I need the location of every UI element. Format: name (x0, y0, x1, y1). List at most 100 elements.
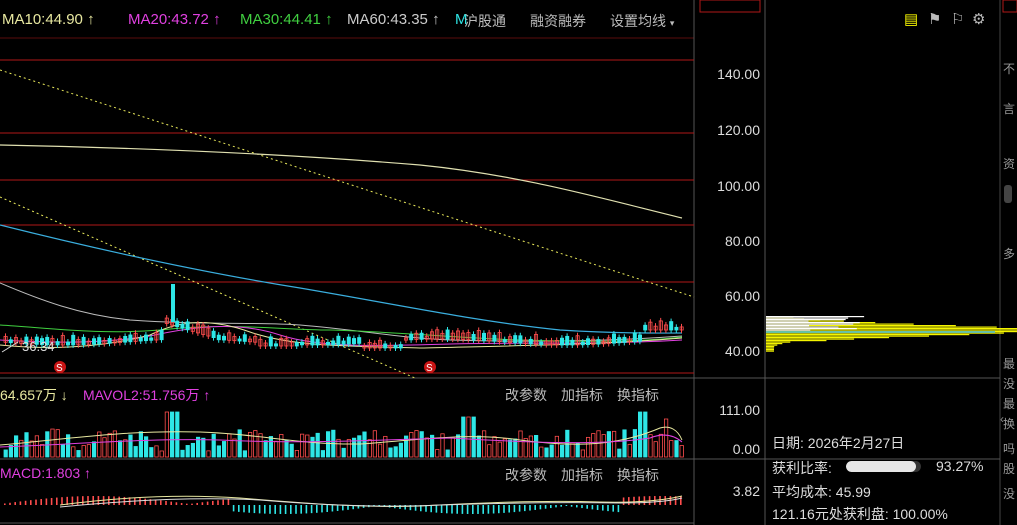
macd-bar (524, 505, 526, 511)
price-axis-label: 60.00 (700, 288, 760, 304)
volume-bar (358, 436, 361, 457)
collapse-arrow-icon[interactable]: ‹ (1000, 412, 1010, 432)
volume-bar (347, 440, 350, 457)
candle (586, 336, 589, 348)
volume-bar (300, 434, 303, 457)
chip-bar (766, 343, 782, 344)
macd-bar (602, 505, 604, 511)
candle (389, 342, 392, 351)
price-axis-label: 140.00 (700, 66, 760, 82)
volume-bar (191, 443, 194, 457)
volume-bar (482, 431, 485, 457)
price-axis-label: 120.00 (700, 122, 760, 138)
volume-bar (280, 434, 283, 457)
macd-bar (337, 505, 339, 511)
svg-text:S: S (426, 363, 433, 374)
right-strip-text: 资 (1003, 155, 1017, 172)
add-indicator-button[interactable]: 加指标 (561, 465, 603, 485)
volume-bar (363, 432, 366, 457)
candle (472, 331, 475, 343)
macd-bar (519, 505, 521, 512)
volume-bar (670, 441, 673, 457)
candle (165, 315, 168, 327)
volume-bar (664, 419, 667, 457)
chip-distribution (766, 316, 1017, 352)
ma-long-curve-white (0, 145, 682, 218)
macd-bar (165, 501, 167, 505)
macd-bar (462, 505, 464, 514)
add-indicator-button[interactable]: 加指标 (561, 385, 603, 405)
candle (612, 331, 615, 346)
macd-bar (451, 505, 453, 514)
right-strip-text: 没 (1003, 375, 1017, 392)
volume-bar (342, 448, 345, 457)
volume-bar (51, 429, 54, 457)
macd-bar (456, 505, 458, 514)
scrollbar-thumb[interactable] (1004, 185, 1012, 203)
chip-bar (766, 346, 774, 347)
volume-bar (326, 432, 329, 457)
candle (410, 331, 413, 343)
edit-params-button[interactable]: 改参数 (505, 465, 547, 485)
volume-bar (612, 431, 615, 457)
candle (248, 336, 251, 345)
candle (519, 333, 522, 346)
volume-bar (436, 449, 439, 457)
candle (332, 338, 335, 348)
macd-bar (514, 505, 516, 512)
macd-bar (529, 505, 531, 511)
right-strip-text: 言 (1003, 100, 1017, 117)
macd-bar (25, 501, 27, 505)
mavol2-label: MAVOL2:51.756万 ↑ (83, 385, 210, 405)
volume-bar (150, 448, 153, 457)
macd-bar (306, 505, 308, 513)
switch-indicator-button[interactable]: 换指标 (617, 465, 659, 485)
chip-bar (766, 351, 774, 352)
volume-bar (451, 438, 454, 457)
macd-bar (254, 505, 256, 513)
volume-bar (61, 445, 64, 457)
candle (311, 333, 314, 348)
volume-bar (295, 450, 298, 457)
macd-bar (576, 505, 578, 507)
macd-bar (446, 505, 448, 513)
candle (191, 324, 194, 334)
candle (394, 342, 397, 351)
macd-bar (488, 505, 490, 514)
volume-bar (238, 430, 241, 457)
volume-bar (410, 432, 413, 457)
macd-bar (222, 500, 224, 505)
volume-bar (659, 434, 662, 457)
macd-dif-line (60, 496, 682, 506)
macd-bar (77, 496, 79, 505)
candle (274, 341, 277, 349)
candle (326, 339, 329, 348)
volume-bar (368, 440, 371, 457)
macd-dea-line (60, 498, 682, 507)
price-axis-label: 80.00 (700, 233, 760, 249)
volume-bar (207, 451, 210, 457)
macd-bar (290, 505, 292, 514)
candle (399, 342, 402, 351)
macd-bar (118, 497, 120, 505)
candle (108, 335, 111, 346)
volume-bar (254, 431, 257, 457)
macd-bar (9, 503, 11, 505)
chip-bar (766, 339, 854, 340)
macd-bar (638, 497, 640, 505)
candle (222, 333, 225, 343)
right-strip-text: 多 (1003, 245, 1017, 262)
edit-params-button[interactable]: 改参数 (505, 385, 547, 405)
volume-bar (311, 437, 314, 457)
volume-bar (129, 435, 132, 457)
volume-bar (560, 445, 563, 457)
candle (295, 340, 298, 349)
macd-bar (399, 505, 401, 509)
switch-indicator-button[interactable]: 换指标 (617, 385, 659, 405)
macd-bar (482, 505, 484, 514)
macd-bar (540, 505, 542, 509)
volume-bar (399, 443, 402, 457)
macd-bar (228, 499, 230, 505)
volume-bar (488, 445, 491, 457)
macd-bar (571, 505, 573, 507)
